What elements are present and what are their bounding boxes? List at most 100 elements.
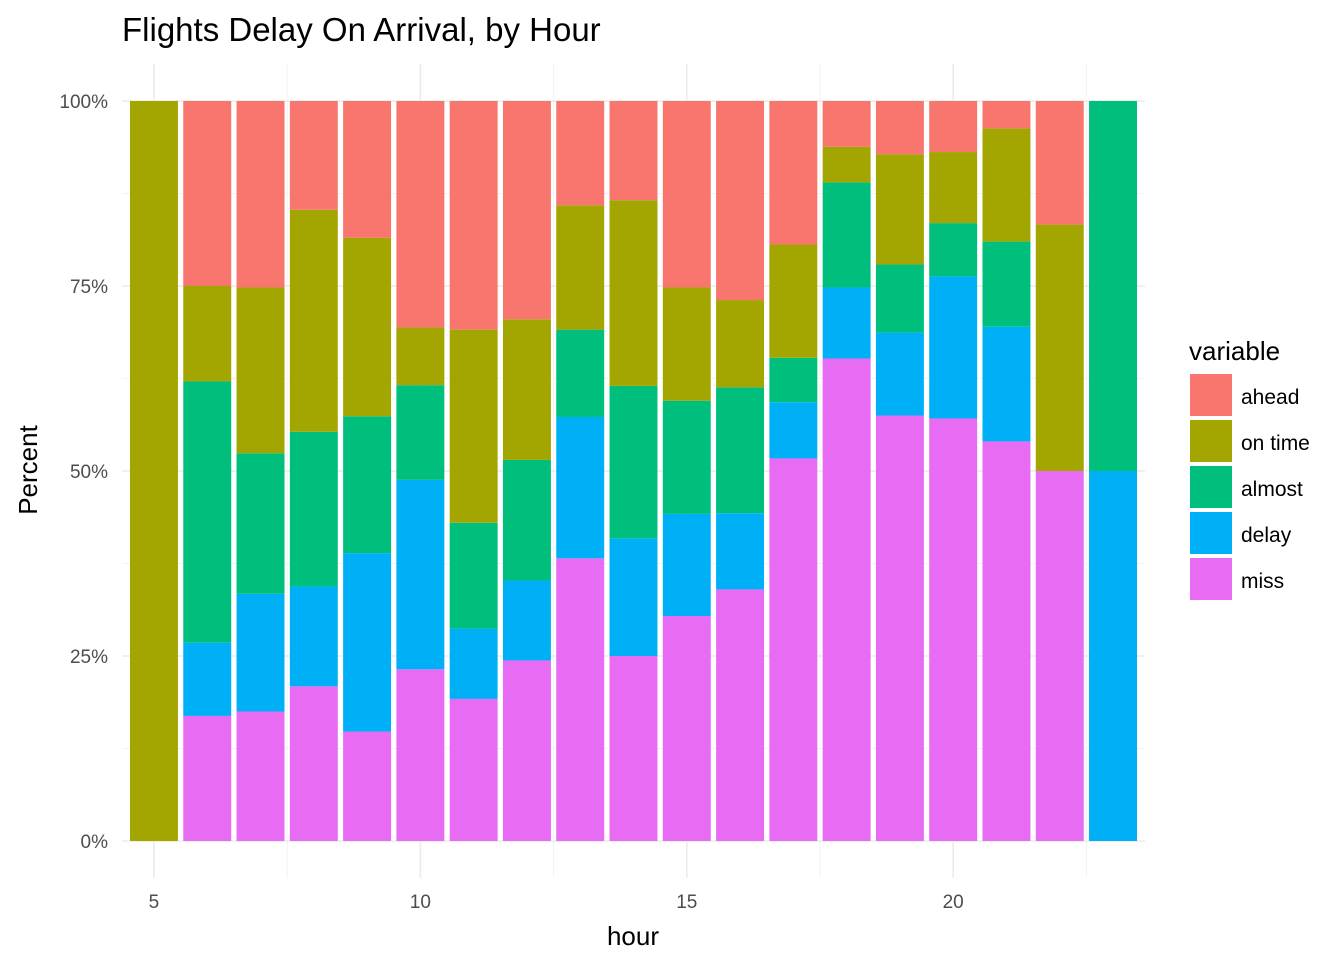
bar-segment-miss-hour-19	[875, 415, 924, 841]
y-tick-label: 75%	[70, 277, 108, 298]
legend-label-on-time: on time	[1241, 432, 1310, 455]
bar-segment-ahead-hour-12	[502, 101, 551, 320]
bar-segment-miss-hour-18	[822, 358, 871, 841]
bar-segment-on-time-hour-22	[1035, 224, 1084, 471]
bar-segment-delay-hour-10	[396, 479, 445, 670]
x-axis-ticks: 5 10 15 20	[149, 892, 964, 913]
bar-segment-delay-hour-13	[556, 416, 605, 559]
legend-label-almost: almost	[1241, 478, 1303, 501]
x-tick-label: 15	[676, 892, 697, 913]
bar-segment-ahead-hour-14	[609, 101, 658, 201]
chart-title: Flights Delay On Arrival, by Hour	[122, 11, 601, 48]
legend-swatch-ahead	[1190, 374, 1232, 416]
bar-segment-on-time-hour-20	[929, 152, 978, 224]
bar-segment-miss-hour-12	[502, 660, 551, 841]
legend-title: variable	[1189, 336, 1280, 366]
bar-segment-miss-hour-7	[236, 711, 285, 841]
bar-segment-on-time-hour-10	[396, 327, 445, 386]
x-tick-label: 20	[943, 892, 964, 913]
bar-segment-miss-hour-20	[929, 418, 978, 841]
bar-segment-ahead-hour-8	[289, 101, 338, 210]
bar-segment-delay-hour-17	[769, 402, 818, 459]
bar-segment-on-time-hour-15	[662, 287, 711, 401]
bars	[129, 101, 1137, 841]
bar-segment-miss-hour-14	[609, 656, 658, 841]
bar-segment-ahead-hour-16	[716, 101, 765, 301]
bar-segment-miss-hour-17	[769, 458, 818, 841]
bar-segment-delay-hour-11	[449, 628, 498, 699]
bar-segment-on-time-hour-13	[556, 205, 605, 330]
bar-segment-ahead-hour-13	[556, 101, 605, 206]
bar-segment-miss-hour-22	[1035, 471, 1084, 841]
y-tick-label: 25%	[70, 647, 108, 668]
bar-segment-almost-hour-18	[822, 182, 871, 288]
bar-segment-delay-hour-16	[716, 513, 765, 590]
legend-label-ahead: ahead	[1241, 386, 1299, 409]
bar-segment-almost-hour-6	[183, 381, 232, 643]
bar-segment-miss-hour-16	[716, 589, 765, 841]
bar-segment-delay-hour-8	[289, 586, 338, 687]
bar-segment-on-time-hour-19	[875, 154, 924, 265]
legend-swatch-on-time	[1190, 420, 1232, 462]
bar-segment-delay-hour-14	[609, 538, 658, 656]
bar-segment-delay-hour-12	[502, 580, 551, 661]
bar-segment-almost-hour-19	[875, 264, 924, 333]
bar-segment-on-time-hour-11	[449, 329, 498, 523]
bar-segment-ahead-hour-22	[1035, 101, 1084, 225]
bar-segment-delay-hour-9	[343, 553, 392, 732]
bar-segment-on-time-hour-17	[769, 244, 818, 358]
bar-segment-miss-hour-13	[556, 558, 605, 841]
bar-segment-almost-hour-20	[929, 223, 978, 277]
bar-segment-delay-hour-15	[662, 513, 711, 617]
x-tick-label: 5	[149, 892, 160, 913]
bar-segment-almost-hour-8	[289, 431, 338, 587]
bar-segment-miss-hour-21	[982, 441, 1031, 841]
legend-swatch-almost	[1190, 466, 1232, 508]
bar-segment-on-time-hour-8	[289, 209, 338, 432]
bar-segment-on-time-hour-21	[982, 128, 1031, 242]
y-axis-ticks: 0% 25% 50% 75% 100%	[59, 92, 108, 853]
bar-segment-miss-hour-9	[343, 731, 392, 841]
bar-segment-ahead-hour-6	[183, 101, 232, 286]
legend-items: ahead on time almost delay miss	[1190, 374, 1310, 600]
bar-segment-almost-hour-17	[769, 357, 818, 403]
bar-segment-miss-hour-11	[449, 698, 498, 841]
legend-swatch-miss	[1190, 558, 1232, 600]
bar-segment-ahead-hour-17	[769, 101, 818, 245]
bar-segment-delay-hour-21	[982, 326, 1031, 442]
bar-segment-almost-hour-23	[1089, 101, 1137, 471]
bar-segment-delay-hour-23	[1089, 471, 1137, 841]
bar-segment-miss-hour-10	[396, 669, 445, 841]
y-tick-label: 100%	[59, 92, 108, 113]
bar-segment-on-time-hour-18	[822, 146, 871, 183]
bar-segment-on-time-hour-9	[343, 237, 392, 417]
bar-segment-almost-hour-15	[662, 400, 711, 514]
bar-segment-on-time-hour-7	[236, 287, 285, 454]
bar-segment-ahead-hour-11	[449, 101, 498, 330]
bar-segment-almost-hour-21	[982, 241, 1031, 327]
bar-segment-ahead-hour-15	[662, 101, 711, 288]
bar-segment-almost-hour-12	[502, 459, 551, 581]
bar-segment-on-time-hour-6	[183, 286, 232, 382]
legend: variable ahead on time almost delay miss	[1189, 336, 1310, 600]
bar-segment-almost-hour-14	[609, 385, 658, 539]
bar-segment-delay-hour-19	[875, 332, 924, 416]
legend-label-delay: delay	[1241, 524, 1292, 547]
bar-segment-miss-hour-6	[183, 715, 232, 841]
bar-segment-almost-hour-13	[556, 329, 605, 417]
y-tick-label: 0%	[81, 832, 109, 853]
bar-segment-delay-hour-7	[236, 593, 285, 712]
bar-segment-on-time-hour-12	[502, 319, 551, 460]
x-axis-title: hour	[607, 921, 659, 951]
bar-segment-delay-hour-18	[822, 287, 871, 359]
bar-segment-on-time-hour-14	[609, 200, 658, 386]
bar-segment-ahead-hour-9	[343, 101, 392, 238]
bar-segment-on-time-hour-5	[129, 101, 178, 841]
bar-segment-on-time-hour-16	[716, 300, 765, 388]
bar-segment-delay-hour-20	[929, 276, 978, 419]
y-axis-title: Percent	[13, 424, 43, 514]
bar-segment-ahead-hour-10	[396, 101, 445, 328]
bar-segment-delay-hour-6	[183, 642, 232, 716]
bar-segment-ahead-hour-7	[236, 101, 285, 288]
